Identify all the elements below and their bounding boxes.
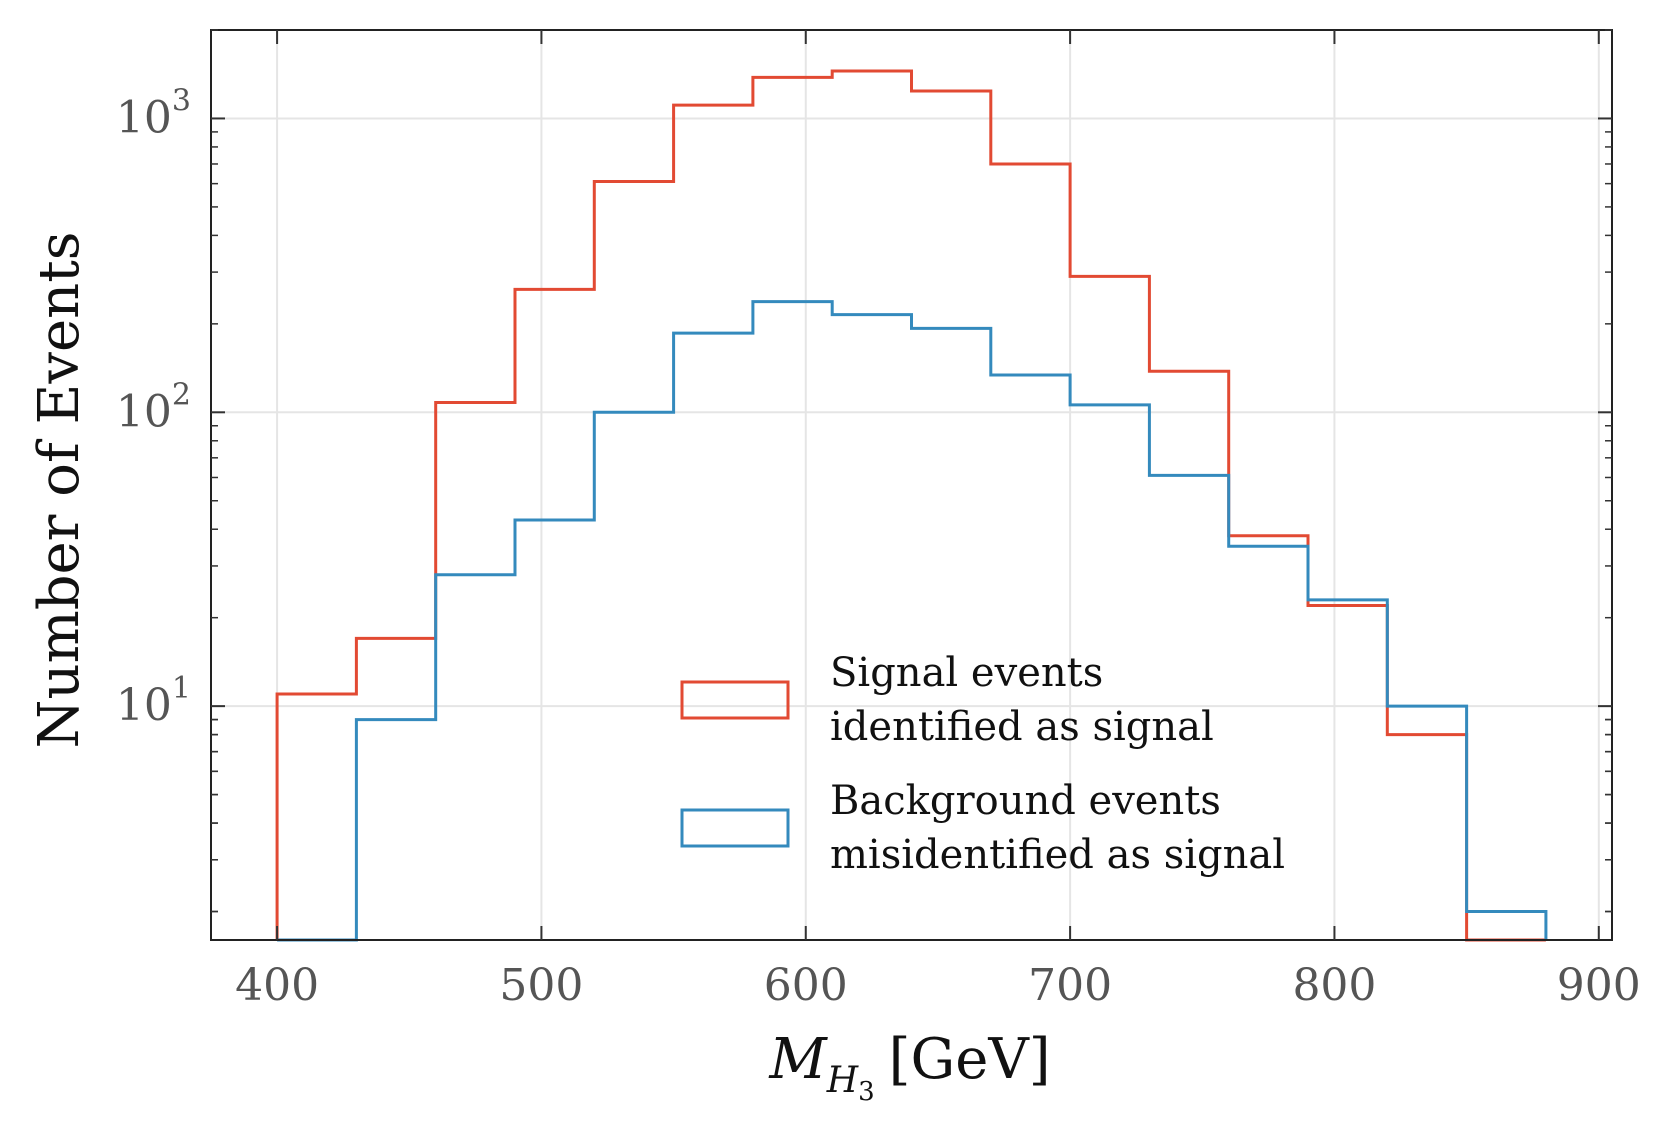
y-tick-label: 103 bbox=[116, 83, 191, 143]
x-tick-label: 700 bbox=[1028, 960, 1112, 1011]
legend-label: Background events bbox=[830, 778, 1221, 824]
x-tick-label: 600 bbox=[764, 960, 848, 1011]
series-group bbox=[275, 69, 1548, 942]
x-tick-label: 400 bbox=[235, 960, 319, 1011]
legend-label: identified as signal bbox=[830, 704, 1214, 750]
x-tick-label: 800 bbox=[1292, 960, 1376, 1011]
series-step-line bbox=[277, 300, 1548, 942]
series-1 bbox=[277, 300, 1548, 942]
y-tick-label: 102 bbox=[116, 377, 191, 437]
x-axis-label-main: M bbox=[768, 1027, 828, 1092]
x-axis-label-subsubscript: 3 bbox=[858, 1077, 875, 1107]
grid-lines bbox=[211, 30, 1612, 940]
x-axis-label-unit: [GeV] bbox=[889, 1027, 1051, 1092]
x-tick-label: 500 bbox=[499, 960, 583, 1011]
legend-label: misidentified as signal bbox=[830, 832, 1285, 878]
x-tick-label: 900 bbox=[1557, 960, 1641, 1011]
legend-swatch bbox=[680, 808, 790, 848]
legend-label: Signal events bbox=[830, 650, 1103, 696]
axis-ticks: 400 500 600 700 800 900 101 102 103 bbox=[116, 29, 1641, 1011]
y-tick-label: 101 bbox=[116, 671, 191, 731]
x-axis-label-subscript: H bbox=[826, 1060, 859, 1101]
plot-frame bbox=[210, 29, 1613, 941]
y-axis-label: Number of Events bbox=[27, 232, 92, 749]
legend: Signal events identified as signal Backgro… bbox=[680, 650, 1285, 878]
x-axis-label: MH3 [GeV] bbox=[768, 1027, 1050, 1107]
legend-swatch bbox=[680, 680, 790, 720]
